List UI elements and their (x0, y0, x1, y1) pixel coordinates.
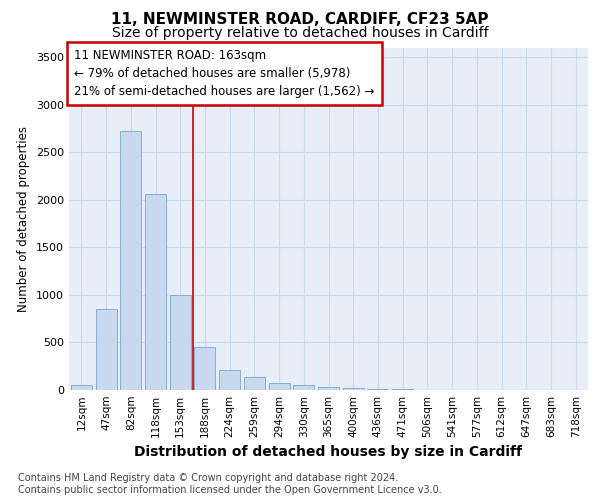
Bar (318, 387, 339, 390)
Text: Size of property relative to detached houses in Cardiff: Size of property relative to detached ho… (112, 26, 488, 40)
Bar (120, 131, 141, 390)
Bar (343, 388, 364, 390)
Text: Contains HM Land Registry data © Crown copyright and database right 2024.
Contai: Contains HM Land Registry data © Crown c… (18, 474, 442, 495)
Bar (367, 389, 388, 390)
X-axis label: Distribution of detached houses by size in Cardiff: Distribution of detached houses by size … (134, 446, 523, 460)
Bar (170, 295, 191, 390)
Bar (145, 194, 166, 390)
Text: 11, NEWMINSTER ROAD, CARDIFF, CF23 5AP: 11, NEWMINSTER ROAD, CARDIFF, CF23 5AP (111, 12, 489, 28)
Bar (293, 385, 314, 390)
Bar (269, 383, 290, 390)
Bar (392, 389, 413, 390)
Y-axis label: Number of detached properties: Number of detached properties (17, 126, 31, 312)
Text: 11 NEWMINSTER ROAD: 163sqm
← 79% of detached houses are smaller (5,978)
21% of s: 11 NEWMINSTER ROAD: 163sqm ← 79% of deta… (74, 49, 374, 98)
Bar (244, 376, 265, 390)
Bar (95, 308, 116, 390)
Bar (219, 370, 240, 390)
Bar (71, 385, 92, 390)
Bar (194, 347, 215, 390)
